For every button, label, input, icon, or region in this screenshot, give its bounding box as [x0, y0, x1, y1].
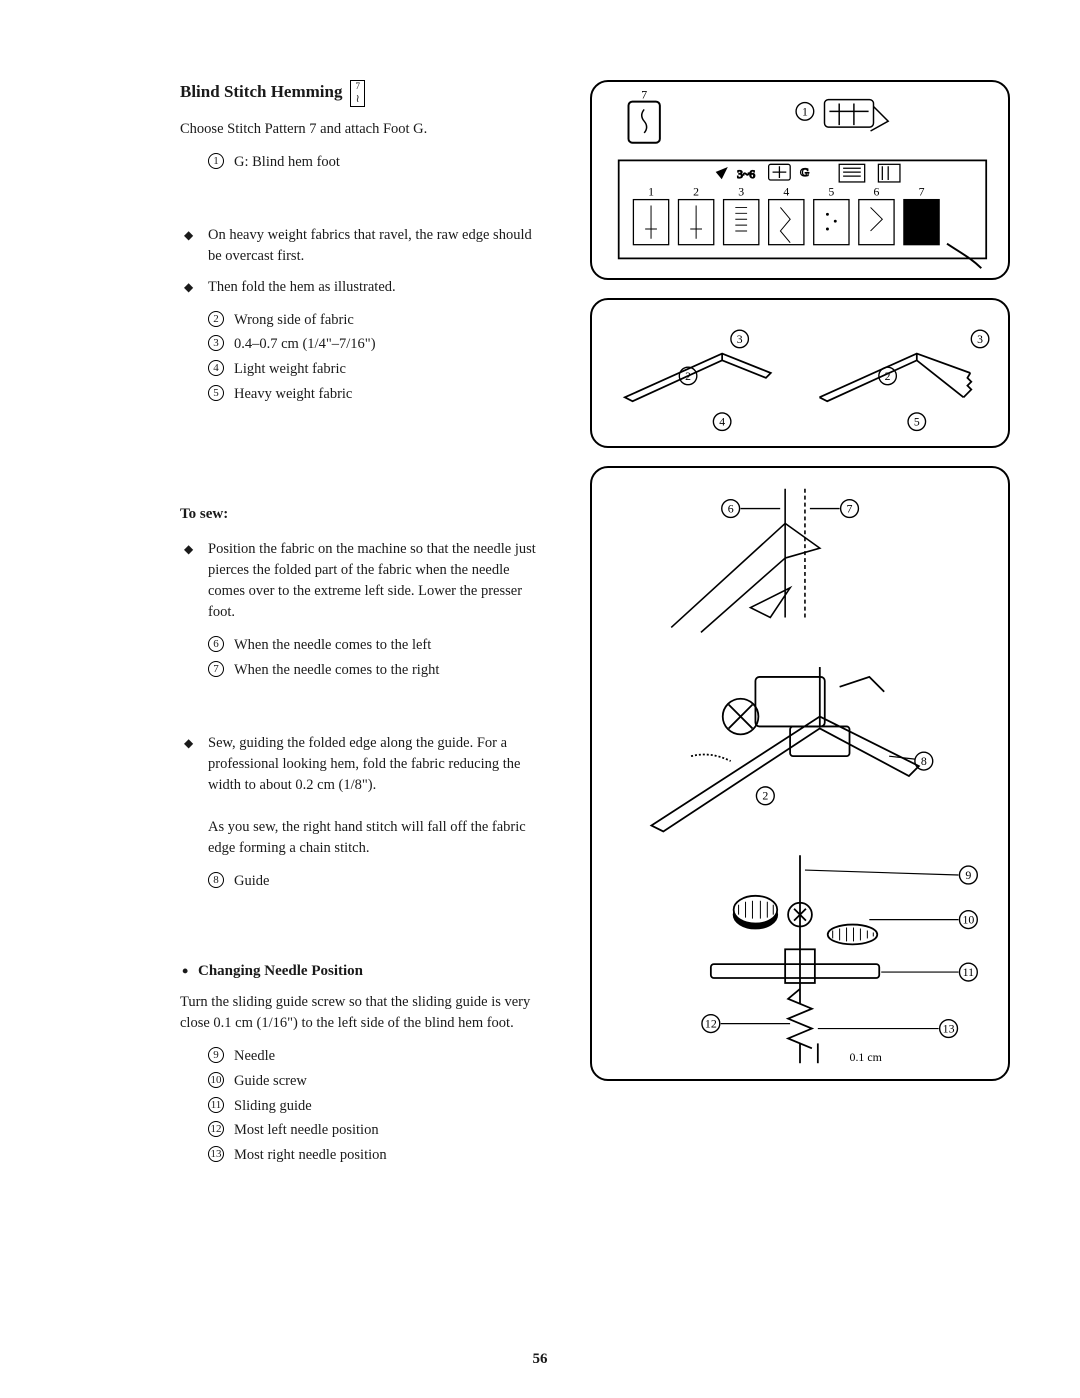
d1-g: G: [800, 166, 809, 179]
d3-c2: 2: [762, 789, 768, 803]
d2-c5: 5: [914, 416, 920, 429]
circle-9: 9: [208, 1047, 224, 1063]
stitch-pattern-icon: 7 ≀: [350, 80, 365, 107]
d3-c11: 11: [963, 965, 974, 979]
sew-guide-svg: 6 7 2 8: [592, 468, 1008, 1079]
stitch-number: 7: [355, 82, 360, 92]
bullet-4b: As you sew, the right hand stitch will f…: [208, 819, 526, 856]
label-5: Heavy weight fabric: [234, 386, 352, 402]
stitch-selector-svg: 7 1 3~6 G: [592, 82, 1008, 278]
label-10: Guide screw: [234, 1073, 307, 1089]
change-needle-heading: Changing Needle Position: [180, 963, 540, 980]
d3-c8: 8: [921, 754, 927, 768]
bullet-3: Position the fabric on the machine so th…: [180, 539, 540, 623]
label-13: Most right needle position: [234, 1147, 387, 1163]
circle-11: 11: [208, 1097, 224, 1113]
bullet-4a: Sew, guiding the folded edge along the g…: [208, 735, 520, 793]
item-12: 12 Most left needle position: [208, 1118, 540, 1143]
d1-n5: 5: [828, 186, 834, 199]
list-c: 6 When the needle comes to the left 7 When…: [180, 633, 540, 682]
d3-c9: 9: [965, 868, 971, 882]
list-d: 8 Guide: [180, 869, 540, 894]
item-9: 9 Needle: [208, 1044, 540, 1069]
item-7: 7 When the needle comes to the right: [208, 658, 540, 683]
diagram-fold: 3 3 2 2 4 5: [590, 298, 1010, 448]
item-4: 4 Light weight fabric: [208, 357, 540, 382]
circle-3: 3: [208, 335, 224, 351]
list-b: 2 Wrong side of fabric 3 0.4–0.7 cm (1/4"–…: [180, 308, 540, 407]
item-3: 3 0.4–0.7 cm (1/4"–7/16"): [208, 332, 540, 357]
item-2: 2 Wrong side of fabric: [208, 308, 540, 333]
d3-c10: 10: [962, 913, 974, 927]
d3-c12: 12: [705, 1017, 717, 1031]
item-10: 10 Guide screw: [208, 1069, 540, 1094]
page-title: Blind Stitch Hemming: [180, 82, 342, 102]
d3-c13: 13: [943, 1022, 955, 1036]
d1-circ1: 1: [802, 105, 808, 118]
fold-svg: 3 3 2 2 4 5: [592, 300, 1008, 446]
label-7: When the needle comes to the right: [234, 662, 439, 678]
title-row: Blind Stitch Hemming 7 ≀: [180, 80, 540, 107]
label-4: Light weight fabric: [234, 361, 346, 377]
d1-n1: 1: [648, 186, 654, 199]
bullet-4: Sew, guiding the folded edge along the g…: [180, 733, 540, 859]
label-1: G: Blind hem foot: [234, 154, 340, 170]
circle-8: 8: [208, 872, 224, 888]
circle-6: 6: [208, 636, 224, 652]
d3-dim: 0.1 cm: [850, 1050, 883, 1064]
d3-c6: 6: [728, 502, 734, 516]
page-number: 56: [533, 1351, 548, 1368]
circle-5: 5: [208, 385, 224, 401]
circle-12: 12: [208, 1121, 224, 1137]
d2-c3b: 3: [977, 333, 983, 346]
d2-c4: 4: [719, 416, 725, 429]
circle-13: 13: [208, 1146, 224, 1162]
diagram-stitch-selector: 7 1 3~6 G: [590, 80, 1010, 280]
circle-7: 7: [208, 661, 224, 677]
right-column: 7 1 3~6 G: [590, 80, 1010, 1099]
intro-text: Choose Stitch Pattern 7 and attach Foot …: [180, 119, 540, 140]
d1-n4: 4: [783, 186, 789, 199]
bullet-1: On heavy weight fabrics that ravel, the …: [180, 225, 540, 267]
label-3: 0.4–0.7 cm (1/4"–7/16"): [234, 336, 376, 352]
to-sew-heading: To sew:: [180, 506, 540, 523]
label-2: Wrong side of fabric: [234, 312, 354, 328]
diagram-sew-guide: 6 7 2 8: [590, 466, 1010, 1081]
label-9: Needle: [234, 1048, 275, 1064]
label-8: Guide: [234, 873, 269, 889]
circle-2: 2: [208, 311, 224, 327]
d1-n7: 7: [919, 186, 925, 199]
circle-4: 4: [208, 360, 224, 376]
d2-c2a: 2: [685, 370, 691, 383]
circle-1: 1: [208, 153, 224, 169]
list-e: 9 Needle 10 Guide screw 11 Sliding guide 12…: [180, 1044, 540, 1167]
d2-c2b: 2: [885, 370, 891, 383]
item-6: 6 When the needle comes to the left: [208, 633, 540, 658]
d1-stitch-num: 7: [641, 89, 647, 102]
d1-range: 3~6: [737, 168, 755, 181]
left-column: Blind Stitch Hemming 7 ≀ Choose Stitch P…: [180, 80, 540, 1168]
item-13: 13 Most right needle position: [208, 1143, 540, 1168]
circle-10: 10: [208, 1072, 224, 1088]
d1-n3: 3: [738, 186, 744, 199]
list-a: 1 G: Blind hem foot: [180, 150, 540, 175]
d3-c7: 7: [847, 502, 853, 516]
label-6: When the needle comes to the left: [234, 637, 431, 653]
item-8: 8 Guide: [208, 869, 540, 894]
item-5: 5 Heavy weight fabric: [208, 382, 540, 407]
item-11: 11 Sliding guide: [208, 1094, 540, 1119]
label-11: Sliding guide: [234, 1098, 312, 1114]
d1-n2: 2: [693, 186, 699, 199]
d2-c3a: 3: [737, 333, 743, 346]
d1-n6: 6: [874, 186, 880, 199]
item-1: 1 G: Blind hem foot: [208, 150, 540, 175]
bullet-2: Then fold the hem as illustrated.: [180, 277, 540, 298]
change-body: Turn the sliding guide screw so that the…: [180, 992, 540, 1034]
label-12: Most left needle position: [234, 1122, 379, 1138]
